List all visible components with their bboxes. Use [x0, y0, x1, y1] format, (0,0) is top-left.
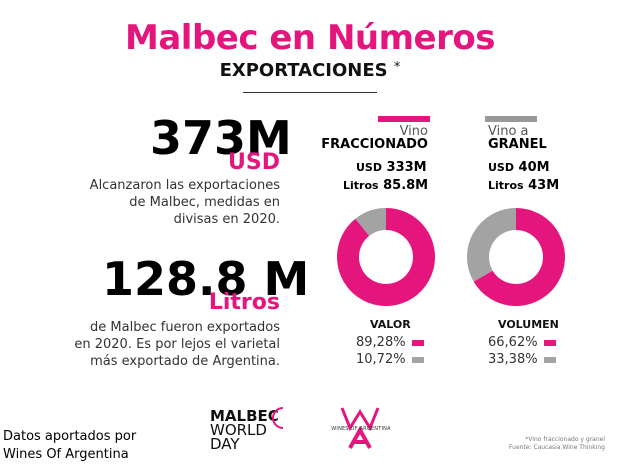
description-line: divisas en 2020. — [173, 212, 280, 227]
fraccionado-usd: USD 333M — [356, 160, 427, 175]
donut-slice-0 — [337, 208, 435, 306]
valor-share-granel: 10,72% — [356, 352, 406, 367]
malbec-logo-mark — [272, 407, 284, 429]
valor-legend-row-2: 10,72% — [356, 352, 424, 367]
donut-slice-0 — [473, 208, 565, 306]
granel-litros: Litros 43M — [488, 178, 559, 193]
usd-label: USD — [356, 161, 382, 174]
credit-line: Wines Of Argentina — [3, 447, 129, 462]
legend-swatch — [543, 339, 556, 346]
volumen-legend-row-2: 33,38% — [488, 352, 556, 367]
footnote-line: *Vino fraccionado y granel — [525, 436, 605, 443]
export-volume-number: 128.8 M — [102, 252, 310, 306]
subtitle-asterisk: * — [393, 60, 401, 75]
description-line: en 2020. Es por lejos el varietal — [74, 337, 280, 352]
valor-share-fraccionado: 89,28% — [356, 335, 406, 350]
legend-swatch — [543, 356, 556, 363]
fraccionado-label-top: Vino — [399, 124, 428, 139]
export-value-usd-unit: USD — [228, 150, 280, 175]
volumen-share-fraccionado: 66,62% — [488, 335, 538, 350]
subtitle-text: EXPORTACIONES — [219, 60, 388, 81]
logo-line-day: DAY — [210, 435, 240, 453]
valor-legend-row-1: 89,28% — [356, 335, 424, 350]
fraccionado-color-bar — [378, 116, 430, 122]
description-line: Alcanzaron las exportaciones — [89, 178, 280, 193]
footnote-line: Fuente: Caucasia Wine Thinking — [509, 444, 605, 451]
wines-of-argentina-logo-mark — [340, 407, 380, 449]
litros-label: Litros — [488, 179, 524, 192]
volumen-legend-title: VOLUMEN — [498, 318, 559, 331]
volumen-legend-row-1: 66,62% — [488, 335, 556, 350]
data-credit: Datos aportados por Wines Of Argentina — [3, 428, 136, 464]
volumen-donut-chart — [467, 208, 565, 306]
usd-value: 333M — [386, 160, 427, 175]
donut-slice-1 — [467, 208, 517, 282]
logo-line-malbec: MALBEC — [210, 407, 279, 425]
usd-label: USD — [488, 161, 514, 174]
litros-label: Litros — [343, 179, 379, 192]
granel-color-bar — [485, 116, 537, 122]
valor-donut-chart — [337, 208, 435, 306]
description-line: de Malbec fueron exportados — [90, 320, 280, 335]
page-title: Malbec en Números — [125, 18, 495, 58]
usd-value: 40M — [518, 160, 550, 175]
description-line: más exportado de Argentina. — [90, 354, 280, 369]
description-line: de Malbec, medidas en — [129, 195, 280, 210]
fraccionado-litros: Litros 85.8M — [343, 178, 428, 193]
export-value-usd-description: Alcanzaron las exportaciones de Malbec, … — [40, 177, 280, 228]
wines-of-argentina-text: WINES OF ARGENTINA — [331, 426, 391, 432]
volumen-share-granel: 33,38% — [488, 352, 538, 367]
legend-swatch — [411, 356, 424, 363]
malbec-world-day-logo: MALBEC WORLD DAY — [210, 407, 279, 453]
fraccionado-label: FRACCIONADO — [321, 137, 428, 152]
footnote: *Vino fraccionado y granel Fuente: Cauca… — [470, 436, 605, 452]
logo-line-world: WORLD — [210, 421, 267, 439]
export-volume-description: de Malbec fueron exportados en 2020. Es … — [20, 319, 280, 370]
litros-value: 43M — [528, 178, 560, 193]
export-value-usd-number: 373M — [150, 111, 292, 165]
export-volume-unit: Litros — [208, 290, 280, 315]
donut-slice-1 — [355, 208, 387, 237]
granel-usd: USD 40M — [488, 160, 550, 175]
litros-value: 85.8M — [383, 178, 429, 193]
title-divider — [243, 92, 377, 93]
credit-line: Datos aportados por — [3, 429, 137, 444]
valor-legend-title: VALOR — [370, 318, 411, 331]
page-subtitle: EXPORTACIONES * — [0, 60, 620, 81]
legend-swatch — [411, 339, 424, 346]
granel-label: GRANEL — [488, 137, 547, 152]
granel-label-top: Vino a — [488, 124, 529, 139]
